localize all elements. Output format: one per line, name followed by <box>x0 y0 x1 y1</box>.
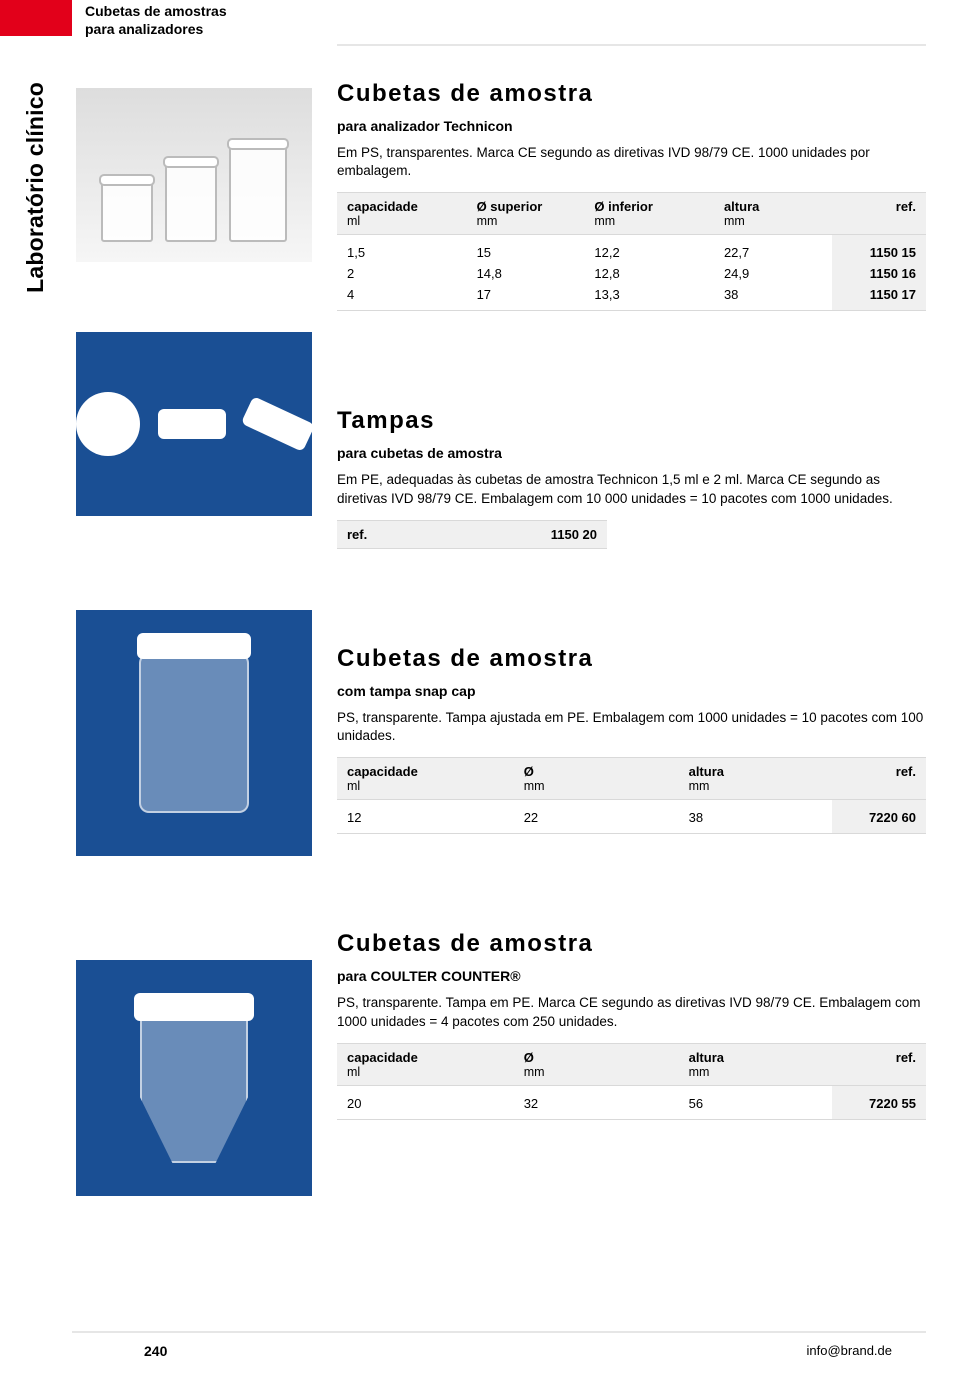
section-title: Tampas <box>337 407 926 435</box>
col-header: alturamm <box>679 1043 832 1085</box>
section-description: Em PS, transparentes. Marca CE segundo a… <box>337 144 926 180</box>
col-header: Ømm <box>514 1043 679 1085</box>
header-line1: Cubetas de amostras <box>85 3 227 21</box>
section-title: Cubetas de amostra <box>337 645 926 673</box>
section-tampas: Tampas para cubetas de amostra Em PE, ad… <box>337 407 926 548</box>
side-category-label: Laboratório clínico <box>22 82 49 293</box>
col-header: capacidademl <box>337 1043 514 1085</box>
section-title: Cubetas de amostra <box>337 930 926 958</box>
section-description: Em PE, adequadas às cubetas de amostra T… <box>337 471 926 507</box>
col-header: ref. <box>832 193 926 235</box>
ref-row: ref. 1150 20 <box>337 520 607 549</box>
col-header: Ø superiormm <box>467 193 585 235</box>
spec-table: capacidademl Ø superiormm Ø inferiormm a… <box>337 192 926 311</box>
col-header: alturamm <box>679 758 832 800</box>
product-image-snap-cap <box>76 610 312 856</box>
section-subtitle: para analizador Technicon <box>337 118 926 134</box>
page-number: 240 <box>144 1343 167 1359</box>
footer-email: info@brand.de <box>807 1343 892 1359</box>
accent-block <box>0 0 72 36</box>
section-subtitle: para COULTER COUNTER® <box>337 968 926 984</box>
section-cubetas-technicon: Cubetas de amostra para analizador Techn… <box>337 80 926 311</box>
section-subtitle: para cubetas de amostra <box>337 445 926 461</box>
col-header: capacidademl <box>337 193 467 235</box>
section-subtitle: com tampa snap cap <box>337 683 926 699</box>
section-description: PS, transparente. Tampa ajustada em PE. … <box>337 709 926 745</box>
product-image-coulter <box>76 960 312 1196</box>
page-header: Cubetas de amostras para analizadores <box>85 3 227 38</box>
col-header: Ø inferiormm <box>584 193 714 235</box>
spec-table: capacidademl Ømm alturamm ref. 12 22 38 … <box>337 757 926 834</box>
col-header: capacidademl <box>337 758 514 800</box>
section-coulter: Cubetas de amostra para COULTER COUNTER®… <box>337 930 926 1119</box>
main-content: Cubetas de amostra para analizador Techn… <box>337 80 926 1120</box>
col-header: ref. <box>832 1043 926 1085</box>
product-image-tampas <box>76 332 312 516</box>
ref-label: ref. <box>337 521 541 548</box>
table-row: 4 17 13,3 38 1150 17 <box>337 284 926 311</box>
product-image-cubetas-technicon <box>76 88 312 262</box>
col-header: Ømm <box>514 758 679 800</box>
section-description: PS, transparente. Tampa em PE. Marca CE … <box>337 994 926 1030</box>
section-title: Cubetas de amostra <box>337 80 926 108</box>
table-row: 2 14,8 12,8 24,9 1150 16 <box>337 263 926 284</box>
table-row: 1,5 15 12,2 22,7 1150 15 <box>337 235 926 264</box>
spec-table: capacidademl Ømm alturamm ref. 20 32 56 … <box>337 1043 926 1120</box>
page-footer: 240 info@brand.de <box>72 1331 926 1359</box>
table-row: 12 22 38 7220 60 <box>337 800 926 834</box>
table-row: 20 32 56 7220 55 <box>337 1085 926 1119</box>
header-rule <box>337 44 926 46</box>
col-header: alturamm <box>714 193 832 235</box>
ref-value: 1150 20 <box>541 521 607 548</box>
section-snap-cap: Cubetas de amostra com tampa snap cap PS… <box>337 645 926 834</box>
header-line2: para analizadores <box>85 21 227 39</box>
col-header: ref. <box>832 758 926 800</box>
